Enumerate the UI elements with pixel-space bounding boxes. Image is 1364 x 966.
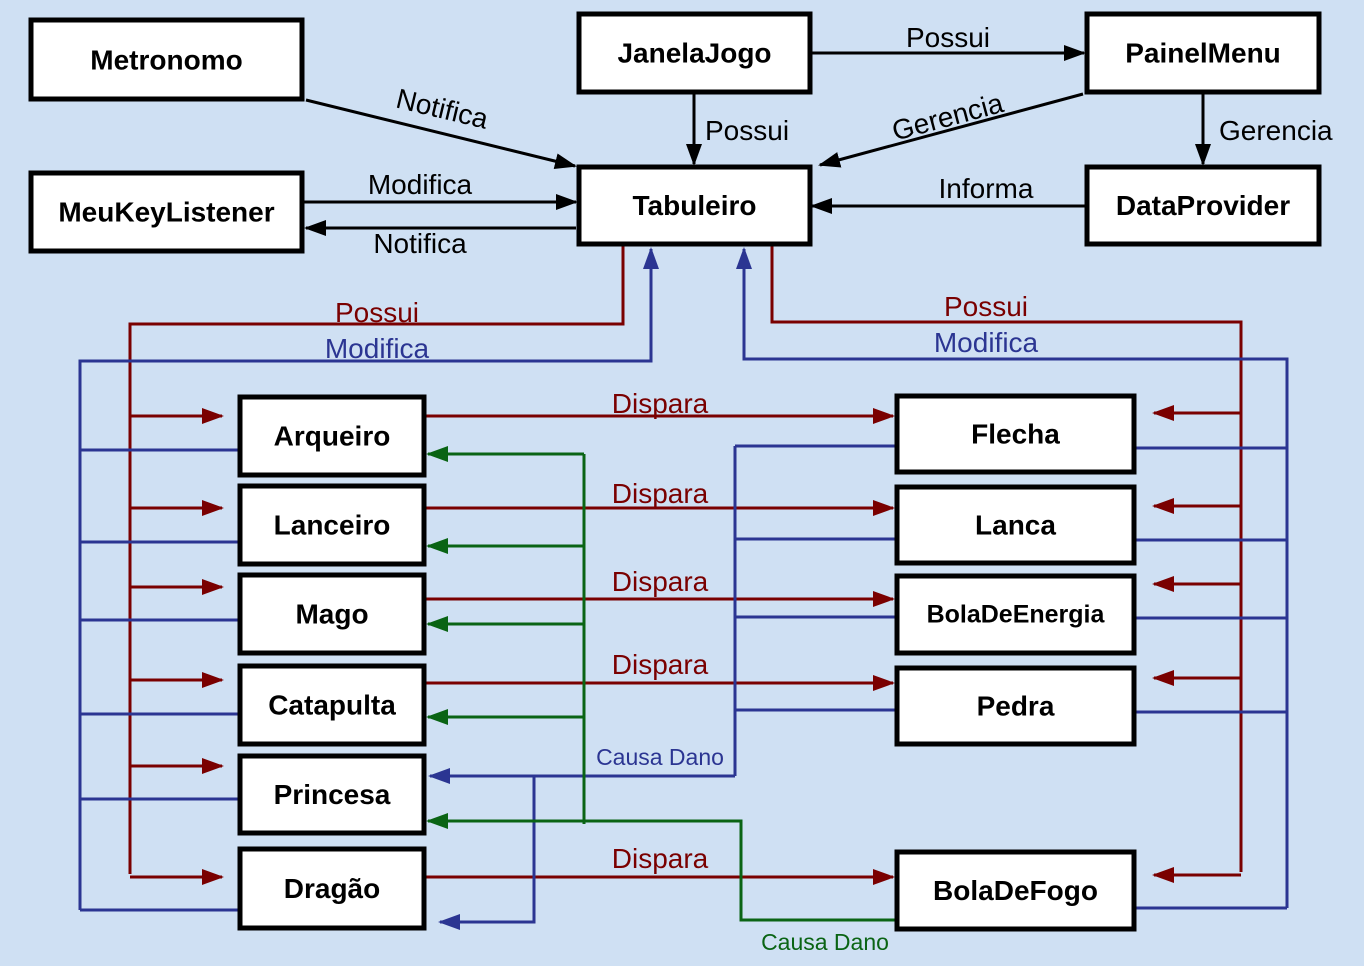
- node-label: MeuKeyListener: [58, 197, 274, 228]
- node-label: PainelMenu: [1125, 38, 1281, 69]
- node-flecha[interactable]: Flecha: [894, 393, 1137, 475]
- edge-label: Modifica: [368, 169, 473, 200]
- node-metronomo[interactable]: Metronomo: [28, 17, 305, 102]
- node-lanceiro[interactable]: Lanceiro: [237, 483, 427, 567]
- node-meu-key-listener[interactable]: MeuKeyListener: [28, 170, 305, 254]
- edge-label: Dispara: [612, 478, 709, 509]
- edge-lanceiro-dispara-lanca: Dispara: [426, 478, 895, 516]
- edge-label: Gerencia: [1219, 115, 1333, 146]
- node-label: Tabuleiro: [633, 190, 757, 221]
- edge-label: Dispara: [612, 566, 709, 597]
- node-catapulta[interactable]: Catapulta: [237, 663, 427, 747]
- edge-tabuleiro-notifica-key: Notifica: [304, 220, 576, 259]
- node-bola-de-fogo[interactable]: BolaDeFogo: [894, 849, 1137, 932]
- node-label: Flecha: [971, 419, 1060, 450]
- edge-label: Notifica: [373, 228, 467, 259]
- node-pedra[interactable]: Pedra: [894, 665, 1137, 747]
- edge-data-informa-tabuleiro: Informa: [810, 173, 1086, 214]
- node-janela-jogo[interactable]: JanelaJogo: [576, 11, 813, 95]
- edge-janela-possui-painel: Possui: [812, 22, 1086, 61]
- edge-key-modifica-tabuleiro: Modifica: [304, 169, 578, 210]
- edge-arqueiro-dispara-flecha: Dispara: [426, 388, 895, 424]
- edge-dragao-dispara-bola-de-fogo: Dispara: [426, 843, 895, 885]
- edge-label: Notifica: [393, 83, 491, 135]
- node-bola-de-energia[interactable]: BolaDeEnergia: [894, 573, 1137, 656]
- node-label: Metronomo: [90, 45, 242, 76]
- node-label: Catapulta: [268, 690, 396, 721]
- node-label: BolaDeEnergia: [927, 601, 1106, 629]
- node-mago[interactable]: Mago: [237, 572, 427, 656]
- edge-left-units-modifica-tabuleiro: Modifica: [78, 247, 659, 912]
- node-data-provider[interactable]: DataProvider: [1084, 164, 1322, 247]
- edge-label: Possui: [705, 115, 789, 146]
- edge-label: Modifica: [325, 333, 430, 364]
- node-label: Princesa: [274, 779, 391, 810]
- node-label: DataProvider: [1116, 190, 1290, 221]
- edge-painel-gerencia-tabuleiro: Gerencia: [818, 87, 1084, 168]
- edge-label: Modifica: [934, 327, 1039, 358]
- node-label: Mago: [295, 599, 368, 630]
- node-lanca[interactable]: Lanca: [894, 484, 1137, 566]
- edge-label: Dispara: [612, 843, 709, 874]
- node-label: BolaDeFogo: [933, 875, 1098, 906]
- edge-painel-gerencia-data: Gerencia: [1195, 94, 1333, 166]
- node-arqueiro[interactable]: Arqueiro: [237, 394, 427, 478]
- edge-label: Dispara: [612, 388, 709, 419]
- node-label: JanelaJogo: [617, 38, 771, 69]
- edge-label: Possui: [944, 291, 1028, 322]
- node-dragao[interactable]: Dragão: [237, 846, 427, 931]
- node-tabuleiro[interactable]: Tabuleiro: [576, 164, 813, 247]
- edge-tabuleiro-possui-projectiles: Possui: [770, 246, 1243, 883]
- edge-tabuleiro-possui-left-units: Possui: [128, 246, 625, 885]
- edge-label: Dispara: [612, 649, 709, 680]
- edge-label: Possui: [906, 22, 990, 53]
- node-painel-menu[interactable]: PainelMenu: [1084, 11, 1322, 95]
- node-label: Dragão: [284, 873, 380, 904]
- edge-label: Possui: [335, 297, 419, 328]
- edge-label: Causa Dano: [761, 929, 889, 955]
- edge-projectiles-modifica-tabuleiro: Modifica: [736, 247, 1289, 910]
- edge-metronomo-notifica-tabuleiro: Notifica: [305, 83, 577, 170]
- edge-label: Gerencia: [889, 87, 1007, 146]
- node-label: Pedra: [977, 691, 1055, 722]
- node-label: Lanca: [975, 510, 1056, 541]
- node-label: Lanceiro: [274, 510, 391, 541]
- node-princesa[interactable]: Princesa: [237, 753, 427, 836]
- edge-bola-de-fogo-causa-dano-units: Causa Dano: [426, 446, 895, 955]
- edge-label: Causa Dano: [596, 744, 724, 770]
- edge-janela-possui-tabuleiro: Possui: [686, 94, 789, 166]
- edge-mago-dispara-bola-de-energia: Dispara: [426, 566, 895, 607]
- edge-label: Informa: [939, 173, 1034, 204]
- edge-catapulta-dispara-pedra: Dispara: [426, 649, 895, 691]
- node-label: Arqueiro: [274, 421, 391, 452]
